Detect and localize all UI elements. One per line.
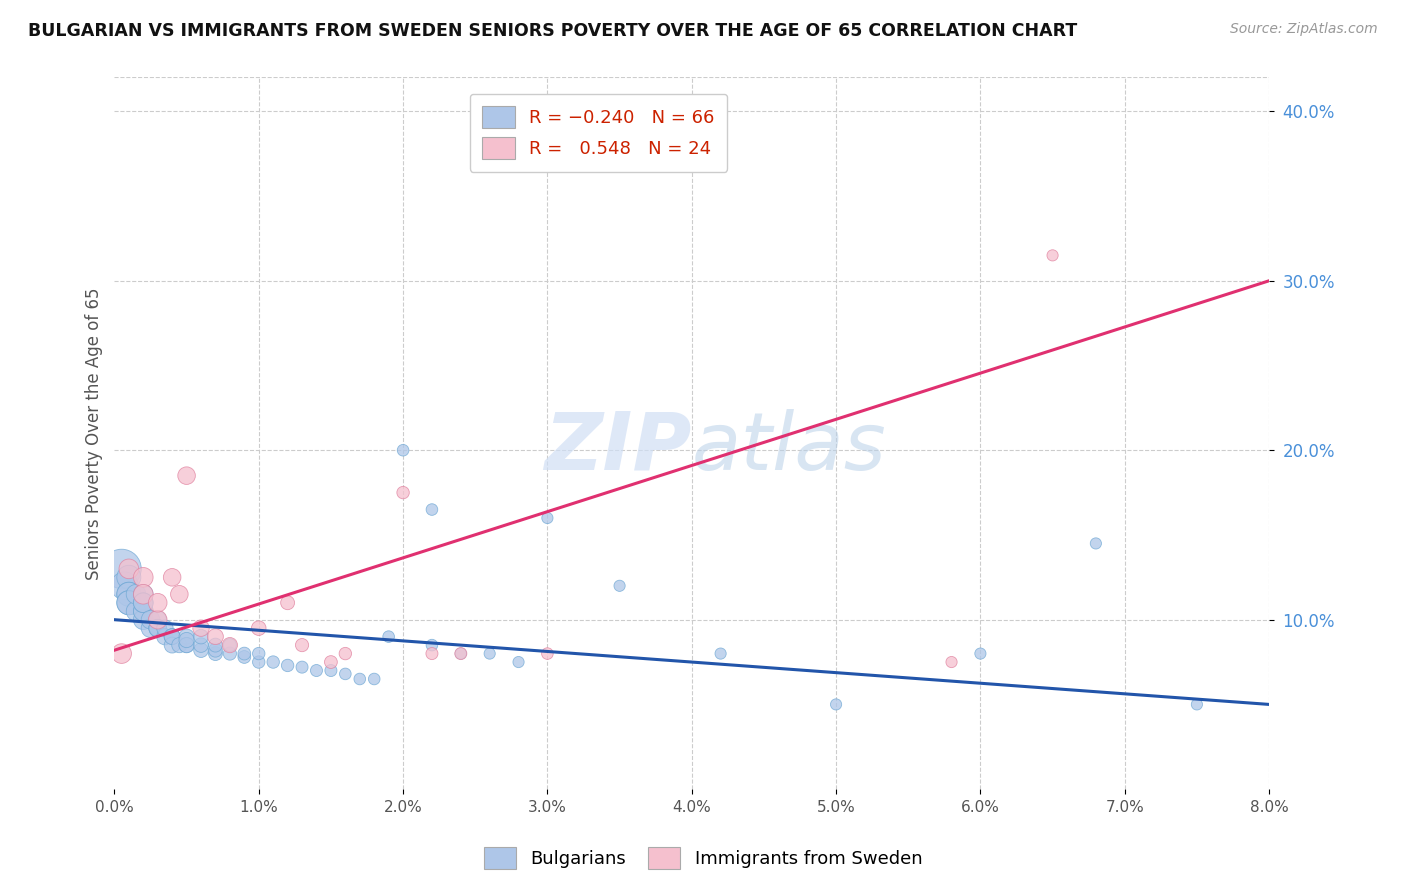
Point [125, 587, 148, 601]
Point [169, 638, 191, 652]
Point [160, 570, 183, 584]
Point [319, 655, 342, 669]
Point [118, 587, 141, 601]
Point [1042, 248, 1064, 262]
Point [160, 638, 183, 652]
Point [139, 613, 162, 627]
Point [146, 613, 169, 627]
Point [1084, 536, 1107, 550]
Point [132, 613, 155, 627]
Point [218, 647, 240, 661]
Point [118, 596, 141, 610]
Point [377, 630, 399, 644]
Point [450, 647, 472, 661]
Point [291, 660, 314, 674]
Point [190, 638, 212, 652]
Point [146, 613, 169, 627]
Point [392, 485, 415, 500]
Point [247, 621, 270, 635]
Point [176, 468, 198, 483]
Point [176, 633, 198, 648]
Y-axis label: Seniors Poverty Over the Age of 65: Seniors Poverty Over the Age of 65 [86, 287, 103, 580]
Point [160, 630, 183, 644]
Point [349, 672, 371, 686]
Point [111, 562, 134, 576]
Point [941, 655, 963, 669]
Point [363, 672, 385, 686]
Point [114, 579, 136, 593]
Point [118, 587, 141, 601]
Point [118, 596, 141, 610]
Point [247, 655, 270, 669]
Point [392, 443, 415, 458]
Point [710, 647, 733, 661]
Point [204, 647, 226, 661]
Point [118, 562, 141, 576]
Point [132, 596, 155, 610]
Point [969, 647, 991, 661]
Point [277, 596, 299, 610]
Text: BULGARIAN VS IMMIGRANTS FROM SWEDEN SENIORS POVERTY OVER THE AGE OF 65 CORRELATI: BULGARIAN VS IMMIGRANTS FROM SWEDEN SENI… [28, 22, 1077, 40]
Point [132, 604, 155, 618]
Text: atlas: atlas [692, 409, 887, 486]
Point [609, 579, 631, 593]
Point [508, 655, 530, 669]
Point [420, 638, 443, 652]
Point [204, 638, 226, 652]
Point [291, 638, 314, 652]
Point [233, 650, 256, 665]
Point [536, 511, 558, 525]
Legend: Bulgarians, Immigrants from Sweden: Bulgarians, Immigrants from Sweden [474, 838, 932, 879]
Point [190, 621, 212, 635]
Point [146, 621, 169, 635]
Point [536, 647, 558, 661]
Point [132, 587, 155, 601]
Point [233, 647, 256, 661]
Point [319, 664, 342, 678]
Point [160, 630, 183, 644]
Legend: R = −0.240   N = 66, R =   0.548   N = 24: R = −0.240 N = 66, R = 0.548 N = 24 [470, 94, 727, 172]
Point [190, 630, 212, 644]
Point [146, 621, 169, 635]
Point [825, 698, 848, 712]
Point [132, 596, 155, 610]
Point [262, 655, 284, 669]
Point [132, 570, 155, 584]
Point [118, 570, 141, 584]
Point [420, 647, 443, 661]
Point [111, 647, 134, 661]
Point [176, 630, 198, 644]
Point [1185, 698, 1208, 712]
Point [508, 138, 530, 153]
Point [218, 638, 240, 652]
Point [169, 587, 191, 601]
Point [305, 664, 328, 678]
Text: ZIP: ZIP [544, 409, 692, 486]
Point [204, 630, 226, 644]
Point [450, 647, 472, 661]
Point [176, 638, 198, 652]
Point [247, 647, 270, 661]
Point [218, 638, 240, 652]
Text: Source: ZipAtlas.com: Source: ZipAtlas.com [1230, 22, 1378, 37]
Point [125, 604, 148, 618]
Point [132, 587, 155, 601]
Point [478, 647, 501, 661]
Point [153, 621, 176, 635]
Point [132, 604, 155, 618]
Point [335, 647, 357, 661]
Point [146, 621, 169, 635]
Point [153, 630, 176, 644]
Point [277, 658, 299, 673]
Point [420, 502, 443, 516]
Point [335, 667, 357, 681]
Point [146, 596, 169, 610]
Point [190, 643, 212, 657]
Point [176, 638, 198, 652]
Point [204, 643, 226, 657]
Point [160, 630, 183, 644]
Point [139, 621, 162, 635]
